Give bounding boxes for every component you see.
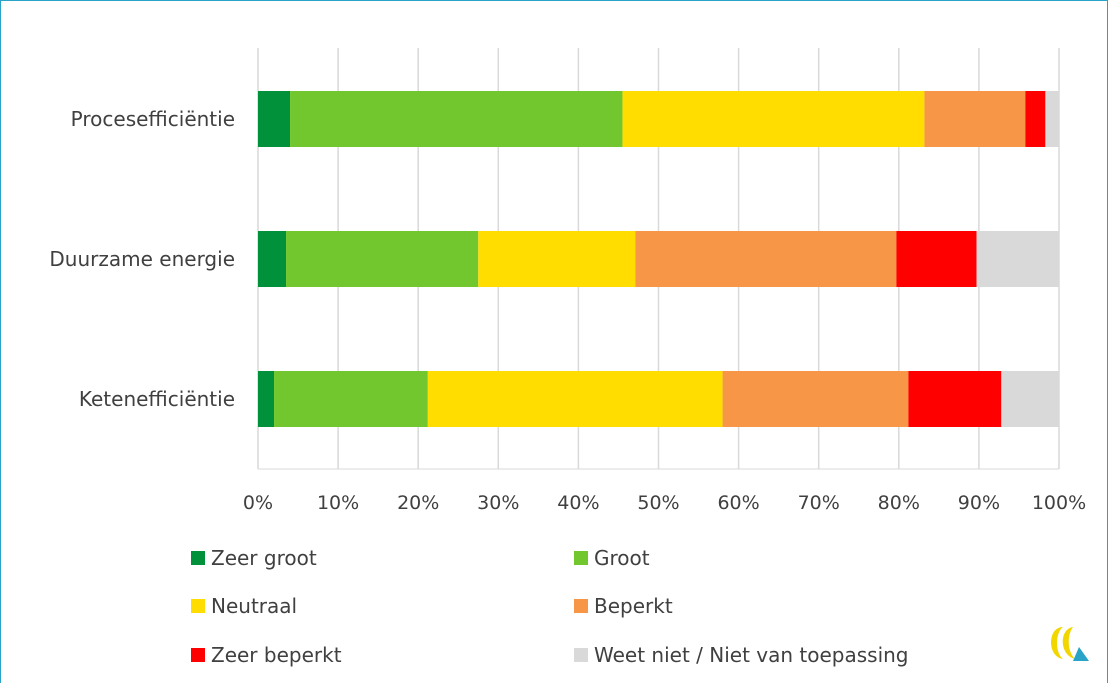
legend: Zeer groot Groot Neutraal Beperkt Zeer beper… xyxy=(191,546,909,667)
legend-swatch xyxy=(191,551,205,565)
bars xyxy=(258,91,1059,427)
category-label: Procesefficiëntie xyxy=(71,107,235,131)
bar-segment xyxy=(1025,91,1046,147)
logo-swoosh-yellow-2 xyxy=(1062,627,1075,659)
legend-label: Neutraal xyxy=(211,594,297,618)
x-tick-label: 60% xyxy=(717,492,759,514)
bar-segment xyxy=(258,231,287,287)
logo-triangle-blue xyxy=(1073,647,1089,661)
legend-label: Weet niet / Niet van toepassing xyxy=(594,643,909,667)
legend-label: Beperkt xyxy=(594,594,673,618)
legend-item: Weet niet / Niet van toepassing xyxy=(574,643,909,667)
legend-label: Groot xyxy=(594,546,650,570)
logo-icon xyxy=(1051,627,1089,661)
bar-segment xyxy=(286,231,479,287)
bar-segment xyxy=(427,371,723,427)
x-tick-labels: 0% 10% 20% 30% 40% 50% 60% 70% 80% 90% 100% xyxy=(243,492,1086,514)
x-tick-label: 70% xyxy=(798,492,840,514)
legend-swatch xyxy=(191,648,205,662)
bar-segment xyxy=(1001,371,1059,427)
x-tick-label: 0% xyxy=(243,492,273,514)
bar-segment xyxy=(274,371,428,427)
legend-label: Zeer beperkt xyxy=(211,643,342,667)
x-tick-label: 100% xyxy=(1032,492,1086,514)
x-tick-label: 30% xyxy=(477,492,519,514)
x-tick-label: 80% xyxy=(878,492,920,514)
x-tick-label: 90% xyxy=(958,492,1000,514)
bar-segment xyxy=(908,371,1002,427)
logo-swoosh-yellow xyxy=(1051,627,1063,659)
legend-item: Neutraal xyxy=(191,594,297,618)
x-tick-label: 50% xyxy=(637,492,679,514)
legend-item: Zeer beperkt xyxy=(191,643,342,667)
bar-segment xyxy=(976,231,1059,287)
category-label: Ketenefficiëntie xyxy=(79,387,235,411)
legend-swatch xyxy=(191,599,205,613)
bar-segment xyxy=(1045,91,1059,147)
legend-swatch xyxy=(574,551,588,565)
legend-swatch xyxy=(574,648,588,662)
legend-item: Zeer groot xyxy=(191,546,317,570)
category-labels: Procesefficiëntie Duurzame energie Ketenef… xyxy=(49,107,235,411)
bar-segment xyxy=(722,371,909,427)
bar-segment xyxy=(258,91,291,147)
bar-segment xyxy=(924,91,1026,147)
x-tick-label: 10% xyxy=(317,492,359,514)
bar-segment xyxy=(635,231,897,287)
legend-swatch xyxy=(574,599,588,613)
bar-segment xyxy=(896,231,977,287)
legend-label: Zeer groot xyxy=(211,546,317,570)
x-tick-label: 20% xyxy=(397,492,439,514)
x-tick-label: 40% xyxy=(557,492,599,514)
bar-segment xyxy=(258,371,275,427)
bar-segment xyxy=(290,91,623,147)
legend-item: Groot xyxy=(574,546,650,570)
bar-segment xyxy=(478,231,636,287)
category-label: Duurzame energie xyxy=(49,247,235,271)
bar-segment xyxy=(622,91,925,147)
legend-item: Beperkt xyxy=(574,594,673,618)
